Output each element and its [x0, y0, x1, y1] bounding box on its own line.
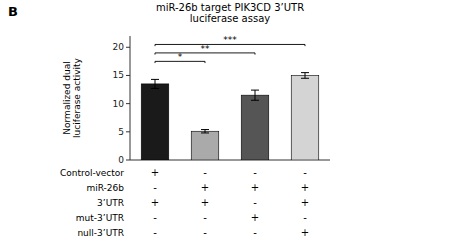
- significance-label: *: [178, 52, 183, 62]
- table-symbol: -: [203, 167, 207, 178]
- table-row-label: mut-3’UTR: [76, 213, 124, 223]
- table-symbol: +: [151, 167, 159, 178]
- y-axis-label-line: Normalized dual: [62, 61, 72, 134]
- condition-table: Control-vector + - - - miR-26b - + + +3’UTR + + - + mu…: [60, 167, 309, 238]
- y-tick-label: 10: [113, 99, 125, 109]
- table-symbol: +: [201, 182, 209, 193]
- table-symbol: -: [203, 212, 207, 223]
- table-row-label: null-3’UTR: [77, 228, 124, 238]
- table-symbol: +: [301, 197, 309, 208]
- error-bar: [251, 90, 259, 100]
- table-symbol: +: [251, 182, 259, 193]
- bar: [241, 95, 269, 160]
- error-bar-stem: [305, 73, 306, 79]
- y-tick: [126, 47, 130, 48]
- y-tick-label: 15: [113, 70, 124, 80]
- error-bar: [201, 130, 209, 133]
- error-bar: [301, 73, 309, 79]
- table-symbol: -: [203, 227, 207, 238]
- significance-label: **: [201, 44, 211, 54]
- error-bar: [151, 79, 159, 88]
- y-tick: [126, 103, 130, 104]
- y-tick-label: 0: [118, 155, 124, 165]
- error-bar-stem: [155, 79, 156, 88]
- bar: [291, 75, 319, 160]
- table-symbol: -: [253, 197, 257, 208]
- table-symbol: +: [301, 182, 309, 193]
- y-tick: [126, 131, 130, 132]
- table-symbol: -: [253, 227, 257, 238]
- y-tick-label: 5: [118, 127, 124, 137]
- y-axis-line: [130, 36, 131, 160]
- error-bar-cap: [301, 78, 309, 79]
- bar: [141, 84, 169, 160]
- y-axis-label: Normalized dualluciferase activity: [62, 57, 82, 138]
- error-bar-cap: [151, 79, 159, 80]
- significance-label: ***: [223, 35, 237, 45]
- table-symbol: +: [201, 197, 209, 208]
- table-symbol: -: [153, 227, 157, 238]
- error-bar-cap: [251, 90, 259, 91]
- panel-label: B: [8, 4, 18, 19]
- y-tick: [126, 75, 130, 76]
- plot-area: [141, 44, 319, 160]
- error-bar-stem: [205, 130, 206, 133]
- error-bar-stem: [255, 90, 256, 100]
- error-bar-cap: [251, 100, 259, 101]
- table-symbol: -: [253, 167, 257, 178]
- table-symbol: -: [303, 212, 307, 223]
- table-row-label: Control-vector: [60, 168, 124, 178]
- table-row-label: miR-26b: [86, 183, 124, 193]
- y-tick: [126, 160, 130, 161]
- table-symbol: -: [303, 167, 307, 178]
- title: miR-26b target PIK3CD 3’UTRluciferase as…: [156, 2, 304, 24]
- table-symbol: +: [301, 227, 309, 238]
- table-symbol: +: [151, 197, 159, 208]
- title-line: luciferase assay: [190, 13, 271, 24]
- table-symbol: -: [153, 212, 157, 223]
- bar: [191, 131, 219, 160]
- y-tick-label: 20: [113, 42, 125, 52]
- title-line: miR-26b target PIK3CD 3’UTR: [156, 2, 304, 13]
- error-bar-cap: [151, 88, 159, 89]
- error-bar-cap: [201, 129, 209, 130]
- table-symbol: -: [153, 182, 157, 193]
- table-symbol: +: [251, 212, 259, 223]
- chart: BmiR-26b target PIK3CD 3’UTRluciferase a…: [0, 0, 474, 250]
- error-bar-cap: [201, 132, 209, 133]
- y-axis: 0 5 10 15 20: [113, 36, 330, 165]
- y-axis-label-line: luciferase activity: [72, 57, 82, 138]
- table-row-label: 3’UTR: [97, 198, 124, 208]
- error-bar-cap: [301, 72, 309, 73]
